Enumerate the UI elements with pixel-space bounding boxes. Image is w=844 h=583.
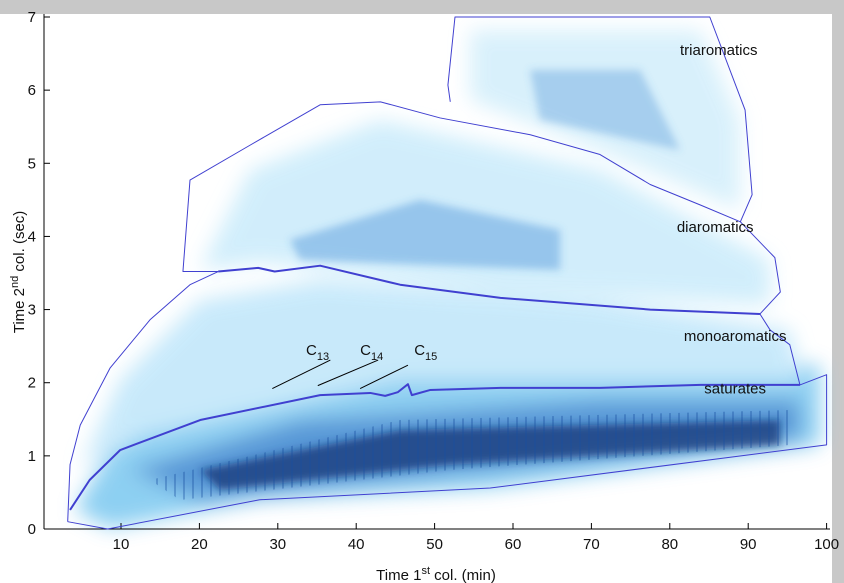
regions: triaromatics diaromatics monoaromatics satu… (67, 16, 828, 530)
region-label: monoaromatics (684, 328, 787, 345)
y-tick-label: 6 (28, 82, 36, 99)
carbon-label: C15 (414, 342, 437, 363)
frame-top (0, 0, 844, 14)
x-tick-label: 20 (191, 536, 208, 553)
x-axis-label-text: Time 1 (376, 567, 421, 583)
x-tick-label: 90 (740, 536, 757, 553)
y-tick-label: 4 (28, 228, 36, 245)
carbon-marker (272, 359, 331, 390)
region-outline (447, 16, 753, 222)
y-tick-label: 3 (28, 302, 36, 319)
y-tick-label: 2 (28, 375, 36, 392)
y-axis-label-text: col. (sec) (11, 211, 28, 276)
x-tick-label: 80 (661, 536, 678, 553)
region-outline (69, 383, 800, 511)
x-axis-label-sup: st (421, 565, 430, 577)
y-tick-label: 0 (28, 521, 36, 538)
carbon-number: 13 (317, 351, 329, 363)
carbon-number: 15 (425, 351, 437, 363)
carbon-letter: C (360, 342, 371, 359)
x-tick-label: 30 (269, 536, 286, 553)
x-tick-label: 70 (583, 536, 600, 553)
y-tick-label: 7 (28, 9, 36, 26)
carbon-label: C14 (360, 342, 383, 363)
region-outline (218, 264, 760, 315)
y-axis-label-text: Time 2 (11, 288, 28, 333)
x-tick-label: 10 (113, 536, 130, 553)
x-axis-label: Time 1st col. (min) (376, 565, 496, 583)
carbon-letter: C (306, 342, 317, 359)
x-tick-label: 50 (426, 536, 443, 553)
axes: 10 20 30 40 50 60 70 80 90 100 0 1 2 3 4 5 6 7 (28, 9, 839, 553)
region-label: diaromatics (677, 219, 754, 236)
x-tick-label: 40 (348, 536, 365, 553)
x-axis-label-text: col. (min) (430, 567, 496, 583)
frame-right (832, 0, 844, 583)
region-label: saturates (704, 381, 766, 398)
y-axis-label-sup: nd (9, 276, 21, 288)
heatmap (75, 30, 820, 528)
y-axis-label: Time 2nd col. (sec) (9, 211, 28, 334)
carbon-label: C13 (306, 342, 329, 363)
region-outline (67, 271, 219, 522)
region-outline (182, 101, 781, 315)
region-outline (67, 313, 828, 530)
carbon-marker (359, 364, 409, 390)
carbon-number: 14 (371, 351, 383, 363)
carbon-letter: C (414, 342, 425, 359)
y-tick-label: 5 (28, 155, 36, 172)
x-tick-label: 60 (505, 536, 522, 553)
region-label: triaromatics (680, 42, 758, 59)
y-tick-label: 1 (28, 448, 36, 465)
carbon-marker (317, 359, 379, 387)
x-tick-label: 100 (814, 536, 839, 553)
